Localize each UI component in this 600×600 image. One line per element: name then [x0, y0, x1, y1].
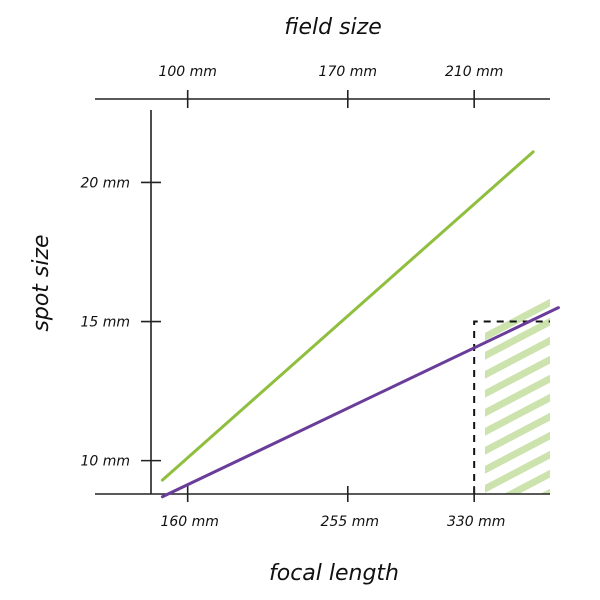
x2-tick-label: 170 mm [319, 64, 377, 80]
region-hatch [485, 336, 550, 379]
region-hatch [485, 355, 550, 398]
x-ticks: 160 mm 255 mm 330 mm [160, 486, 505, 530]
series-line-1-sketch [162, 151, 533, 480]
x2-axis-title: field size [284, 15, 381, 40]
y-axis-title: spot size [29, 234, 54, 331]
x-tick-label: 330 mm [447, 514, 505, 530]
region-hatch [472, 530, 552, 572]
x2-tick-label: 100 mm [158, 64, 216, 80]
y-tick-label: 10 mm [80, 454, 130, 470]
x2-tick-label: 210 mm [445, 64, 503, 80]
y-tick-label: 20 mm [80, 175, 130, 191]
region-hatch [485, 317, 550, 360]
region-hatch [485, 450, 550, 493]
series-line-2-sketch [162, 307, 559, 496]
x-axis-title: focal length [269, 561, 399, 586]
x-tick-label: 160 mm [160, 514, 218, 530]
shaded-region [472, 298, 552, 572]
region-hatch [485, 374, 550, 417]
series-lines [160, 150, 560, 499]
x-tick-label: 255 mm [321, 514, 379, 530]
y-ticks: 10 mm 15 mm 20 mm [80, 175, 161, 470]
region-hatch [485, 431, 550, 474]
shaded-region-border [473, 320, 550, 494]
region-hatch [485, 393, 550, 436]
region-hatch [485, 412, 550, 455]
y-tick-label: 15 mm [80, 315, 130, 331]
x2-ticks: 100 mm 170 mm 210 mm [158, 64, 503, 108]
